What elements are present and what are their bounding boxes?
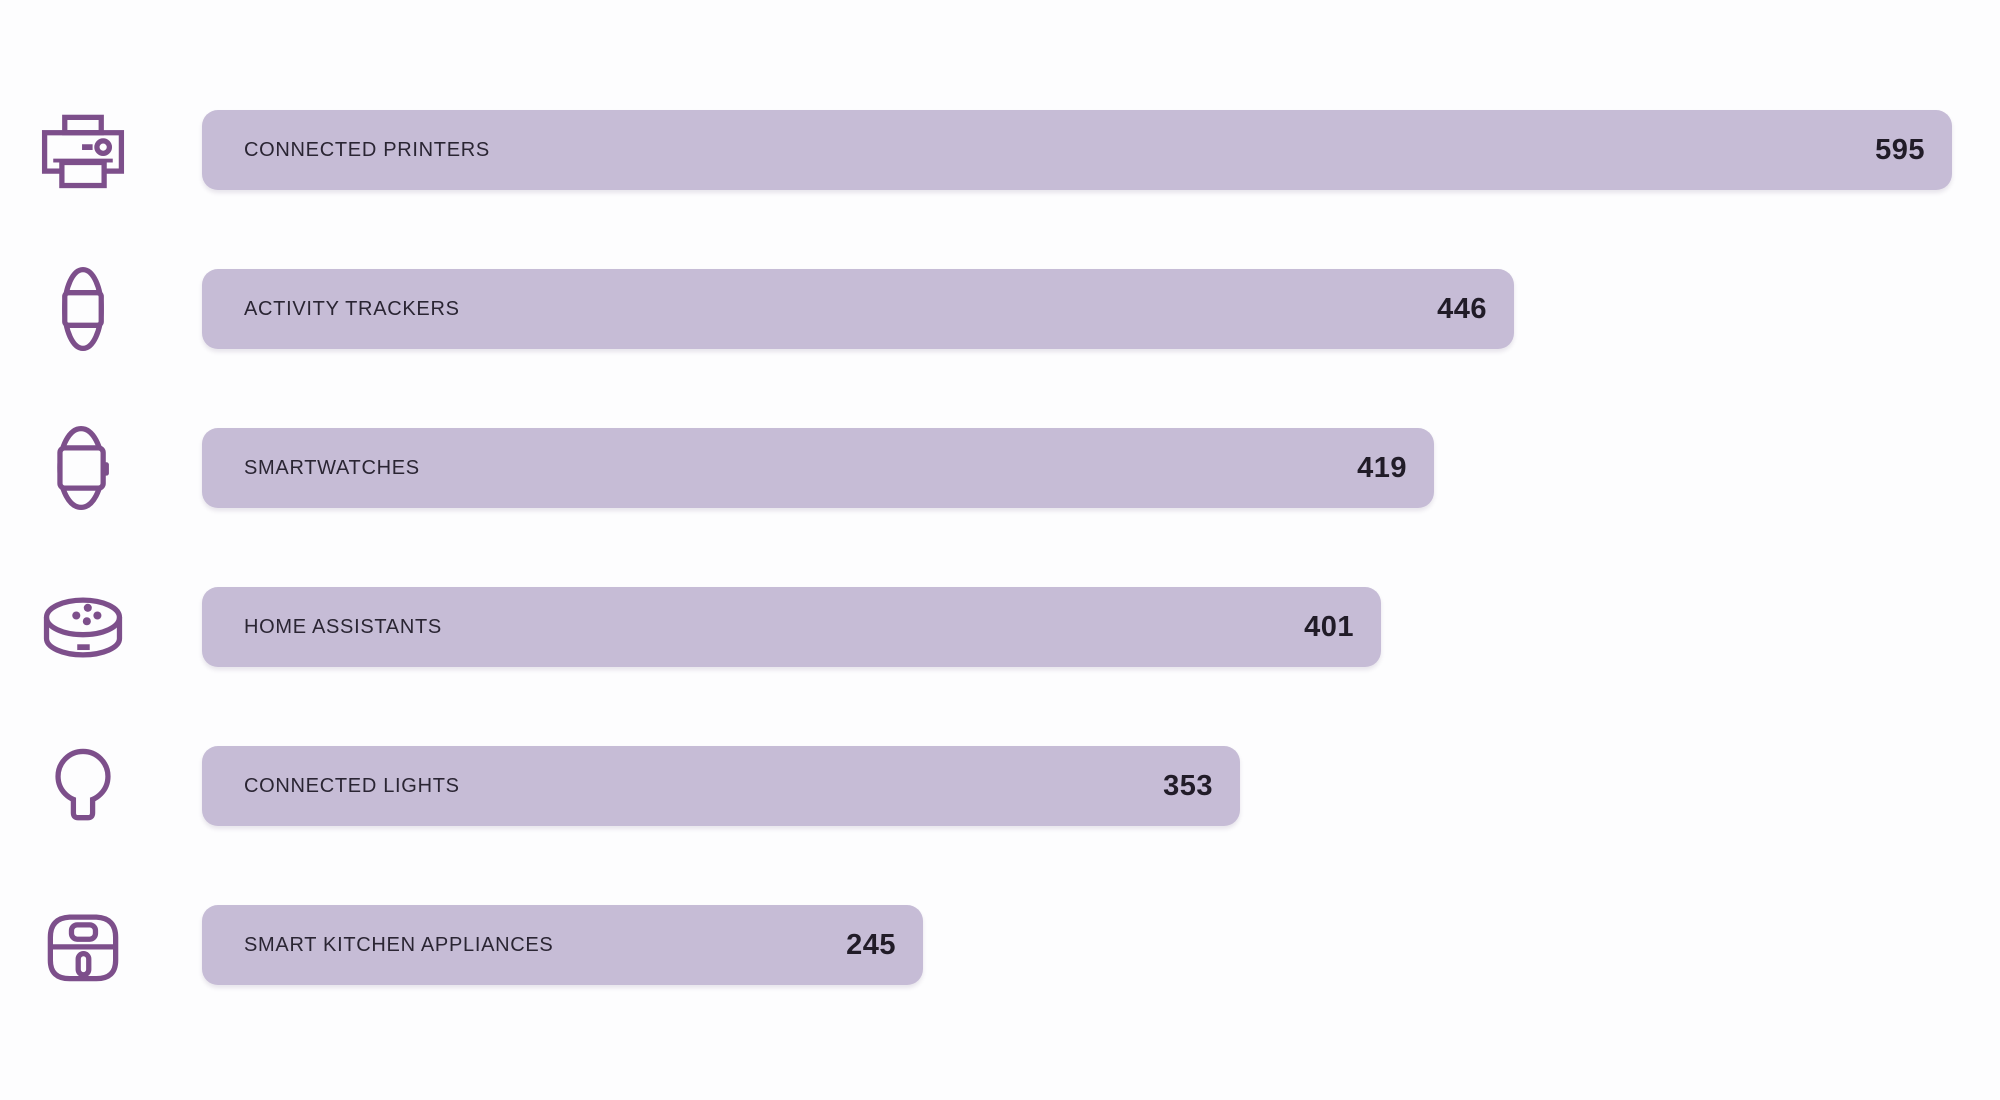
printer-icon — [35, 102, 131, 198]
bar-label: CONNECTED LIGHTS — [244, 774, 460, 797]
chart-row-home-assistants: HOME ASSISTANTS 401 — [0, 587, 2000, 667]
bar-label: CONNECTED PRINTERS — [244, 138, 490, 161]
chart-row-smart-kitchen-appliances: SMART KITCHEN APPLIANCES 245 — [0, 905, 2000, 985]
chart-row-smartwatches: SMARTWATCHES 419 — [0, 426, 2000, 510]
bar-activity-trackers: ACTIVITY TRACKERS 446 — [202, 269, 1514, 349]
chart-rows: CONNECTED PRINTERS 595 ACTIVITY TRACKERS… — [0, 110, 2000, 985]
home-assistant-icon — [35, 579, 131, 675]
bar-connected-lights: CONNECTED LIGHTS 353 — [202, 746, 1240, 826]
activity-tracker-icon — [35, 261, 131, 357]
bar-label: ACTIVITY TRACKERS — [244, 297, 460, 320]
bar-label: SMARTWATCHES — [244, 456, 420, 479]
chart-row-connected-lights: CONNECTED LIGHTS 353 — [0, 746, 2000, 826]
bar-connected-printers: CONNECTED PRINTERS 595 — [202, 110, 1952, 190]
bar-label: SMART KITCHEN APPLIANCES — [244, 933, 554, 956]
air-fryer-icon — [35, 897, 131, 993]
chart-row-connected-printers: CONNECTED PRINTERS 595 — [0, 110, 2000, 190]
bar-value: 419 — [1357, 451, 1407, 484]
light-bulb-icon — [35, 738, 131, 834]
bar-value: 446 — [1437, 292, 1487, 325]
bar-value: 595 — [1875, 133, 1925, 166]
bar-value: 401 — [1304, 610, 1354, 643]
smartwatch-icon — [35, 420, 131, 516]
bar-home-assistants: HOME ASSISTANTS 401 — [202, 587, 1381, 667]
bar-value: 245 — [846, 928, 896, 961]
bar-value: 353 — [1163, 769, 1213, 802]
bar-smartwatches: SMARTWATCHES 419 — [202, 428, 1434, 508]
bar-smart-kitchen-appliances: SMART KITCHEN APPLIANCES 245 — [202, 905, 923, 985]
bar-label: HOME ASSISTANTS — [244, 615, 442, 638]
chart-row-activity-trackers: ACTIVITY TRACKERS 446 — [0, 267, 2000, 351]
